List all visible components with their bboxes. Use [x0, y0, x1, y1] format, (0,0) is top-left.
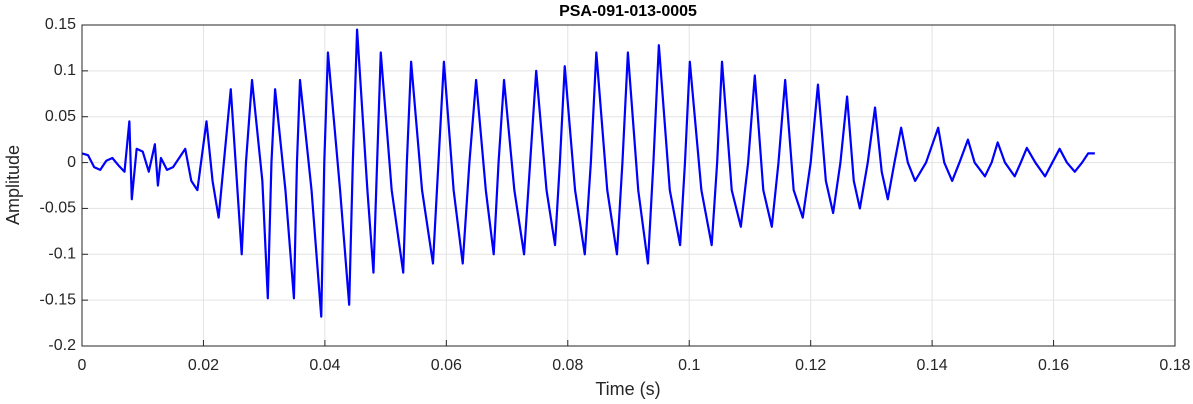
y-tick-label: 0: [67, 154, 76, 171]
axes-box: [81, 24, 1176, 347]
x-tick-label: 0.06: [431, 357, 462, 374]
y-tick-label: -0.15: [40, 291, 77, 308]
x-tick-label: 0.08: [552, 357, 583, 374]
y-tick-label: 0.15: [45, 16, 76, 33]
x-tick-label: 0.1: [678, 357, 700, 374]
x-tick-label: 0.02: [188, 357, 219, 374]
x-tick-label: 0.18: [1159, 357, 1190, 374]
chart-title: PSA-091-013-0005: [559, 3, 697, 20]
y-tick-label: 0.1: [54, 62, 76, 79]
y-axis-label: Amplitude: [3, 145, 23, 225]
y-tick-label: -0.05: [40, 200, 77, 217]
y-tick-label: -0.2: [48, 337, 76, 354]
x-tick-label: 0: [78, 357, 87, 374]
x-tick-label: 0.12: [795, 357, 826, 374]
x-tick-label: 0.14: [917, 357, 948, 374]
waveform-line: [81, 28, 1095, 318]
x-tick-label: 0.16: [1038, 357, 1069, 374]
y-tick-label: -0.1: [48, 246, 76, 263]
y-tick-label: 0.05: [45, 108, 76, 125]
x-tick-label: 0.04: [309, 357, 340, 374]
x-axis-label: Time (s): [595, 379, 660, 399]
